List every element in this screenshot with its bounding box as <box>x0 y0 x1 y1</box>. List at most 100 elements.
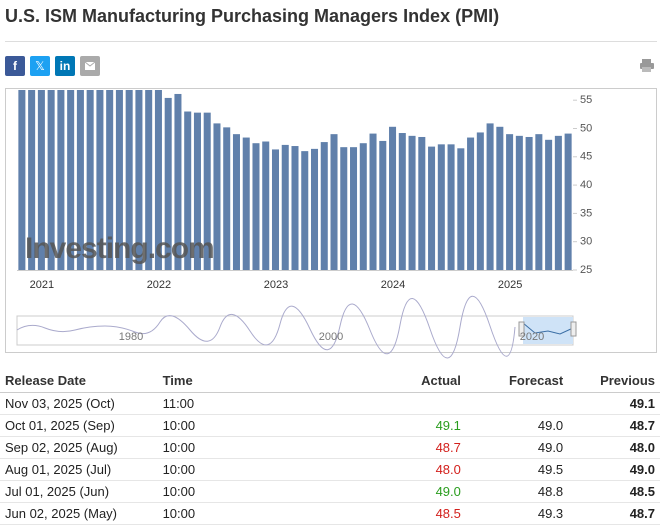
y-tick-label: 55 <box>580 94 592 106</box>
column-header: Time <box>157 368 282 393</box>
y-tick-label: 40 <box>580 179 592 191</box>
table-row: Nov 03, 2025 (Oct) 11:00 49.1 <box>0 392 660 415</box>
bar <box>408 135 416 270</box>
chart: 25 30 35 40 45 50 55 2021 2022 2023 2024 2025 Invest… <box>5 88 657 359</box>
previous: 48.0 <box>568 436 660 459</box>
divider <box>5 41 657 42</box>
navigator-line <box>16 295 516 359</box>
navigator-label: 2020 <box>520 331 544 343</box>
bar <box>486 123 494 270</box>
release-date: Sep 02, 2025 (Aug) <box>0 436 158 459</box>
print-icon[interactable] <box>638 57 656 75</box>
bar <box>359 143 367 270</box>
share-x[interactable]: 𝕏 <box>30 56 50 76</box>
table-row: Jul 01, 2025 (Jun) 10:00 49.0 48.8 48.5 <box>0 480 660 503</box>
actual: 48.5 <box>281 502 466 525</box>
bar <box>545 139 553 270</box>
release-date: Jul 01, 2025 (Jun) <box>0 480 158 503</box>
bar <box>28 90 36 270</box>
bar <box>18 90 26 270</box>
release-time: 10:00 <box>157 414 282 437</box>
bar <box>223 127 231 270</box>
x-tick-label: 2025 <box>498 279 522 291</box>
release-date: Jun 02, 2025 (May) <box>0 502 158 525</box>
y-tick-label: 35 <box>580 207 592 219</box>
table-row: Jun 02, 2025 (May) 10:00 48.5 49.3 48.7 <box>0 502 660 525</box>
forecast: 49.0 <box>465 414 569 437</box>
bar <box>379 140 387 270</box>
bar <box>428 146 436 270</box>
bar <box>467 137 475 270</box>
table-row: Aug 01, 2025 (Jul) 10:00 48.0 49.5 49.0 <box>0 458 660 481</box>
bar <box>115 90 123 271</box>
bar <box>47 90 55 270</box>
release-time: 11:00 <box>157 392 282 415</box>
bar <box>203 112 211 270</box>
x-tick-label: 2023 <box>264 279 288 291</box>
bar <box>515 135 523 270</box>
release-time: 10:00 <box>157 502 282 525</box>
release-date: Aug 01, 2025 (Jul) <box>0 458 158 481</box>
actual <box>281 392 466 415</box>
table-row: Sep 02, 2025 (Aug) 10:00 48.7 49.0 48.0 <box>0 436 660 459</box>
x-tick-label: 2022 <box>147 279 171 291</box>
bar <box>389 126 397 270</box>
bar <box>184 111 192 271</box>
chart-frame <box>5 88 657 353</box>
share-facebook[interactable]: f <box>5 56 25 76</box>
previous: 48.7 <box>568 414 660 437</box>
previous: 48.5 <box>568 480 660 503</box>
bar <box>125 90 133 270</box>
bar <box>496 126 504 270</box>
previous: 49.1 <box>568 392 660 415</box>
forecast: 49.0 <box>465 436 569 459</box>
bar <box>564 133 572 270</box>
navigator-handle[interactable] <box>518 321 525 337</box>
bar <box>37 90 45 270</box>
forecast: 48.8 <box>465 480 569 503</box>
y-tick-label: 50 <box>580 122 592 134</box>
bar <box>525 136 533 270</box>
bar <box>506 134 514 270</box>
release-time: 10:00 <box>157 458 282 481</box>
bar <box>76 90 84 270</box>
navigator[interactable] <box>16 315 574 346</box>
email-icon <box>84 61 96 70</box>
bar <box>457 148 465 270</box>
share-email[interactable] <box>80 56 100 76</box>
bar <box>232 134 240 270</box>
bar <box>398 133 406 270</box>
column-header: Release Date <box>0 368 158 393</box>
share-linkedin[interactable]: in <box>55 56 75 76</box>
bar <box>437 144 445 270</box>
bar <box>213 123 221 270</box>
actual: 48.0 <box>281 458 466 481</box>
navigator-handle[interactable] <box>570 321 577 337</box>
bar <box>291 146 299 270</box>
bar <box>262 141 270 270</box>
bar <box>476 132 484 270</box>
x-tick-label: 2024 <box>381 279 405 291</box>
bar <box>67 90 75 270</box>
x-tick-label: 2021 <box>30 279 54 291</box>
table-row: Oct 01, 2025 (Sep) 10:00 49.1 49.0 48.7 <box>0 414 660 437</box>
bar <box>350 147 358 270</box>
previous: 48.7 <box>568 502 660 525</box>
forecast: 49.5 <box>465 458 569 481</box>
y-tick-label: 30 <box>580 236 592 248</box>
previous: 49.0 <box>568 458 660 481</box>
bar <box>418 136 426 270</box>
release-date: Nov 03, 2025 (Oct) <box>0 392 158 415</box>
bar <box>447 144 455 270</box>
release-date: Oct 01, 2025 (Sep) <box>0 414 158 437</box>
page-title: U.S. ISM Manufacturing Purchasing Manage… <box>5 6 500 26</box>
bar <box>145 90 153 271</box>
bar <box>242 137 250 270</box>
table-header: Release Date Time Actual Forecast Previous <box>0 368 660 393</box>
navigator-label: 1980 <box>119 331 143 343</box>
forecast: 49.3 <box>465 502 569 525</box>
bar <box>164 97 172 270</box>
bar <box>281 144 289 270</box>
column-header: Previous <box>568 368 660 393</box>
